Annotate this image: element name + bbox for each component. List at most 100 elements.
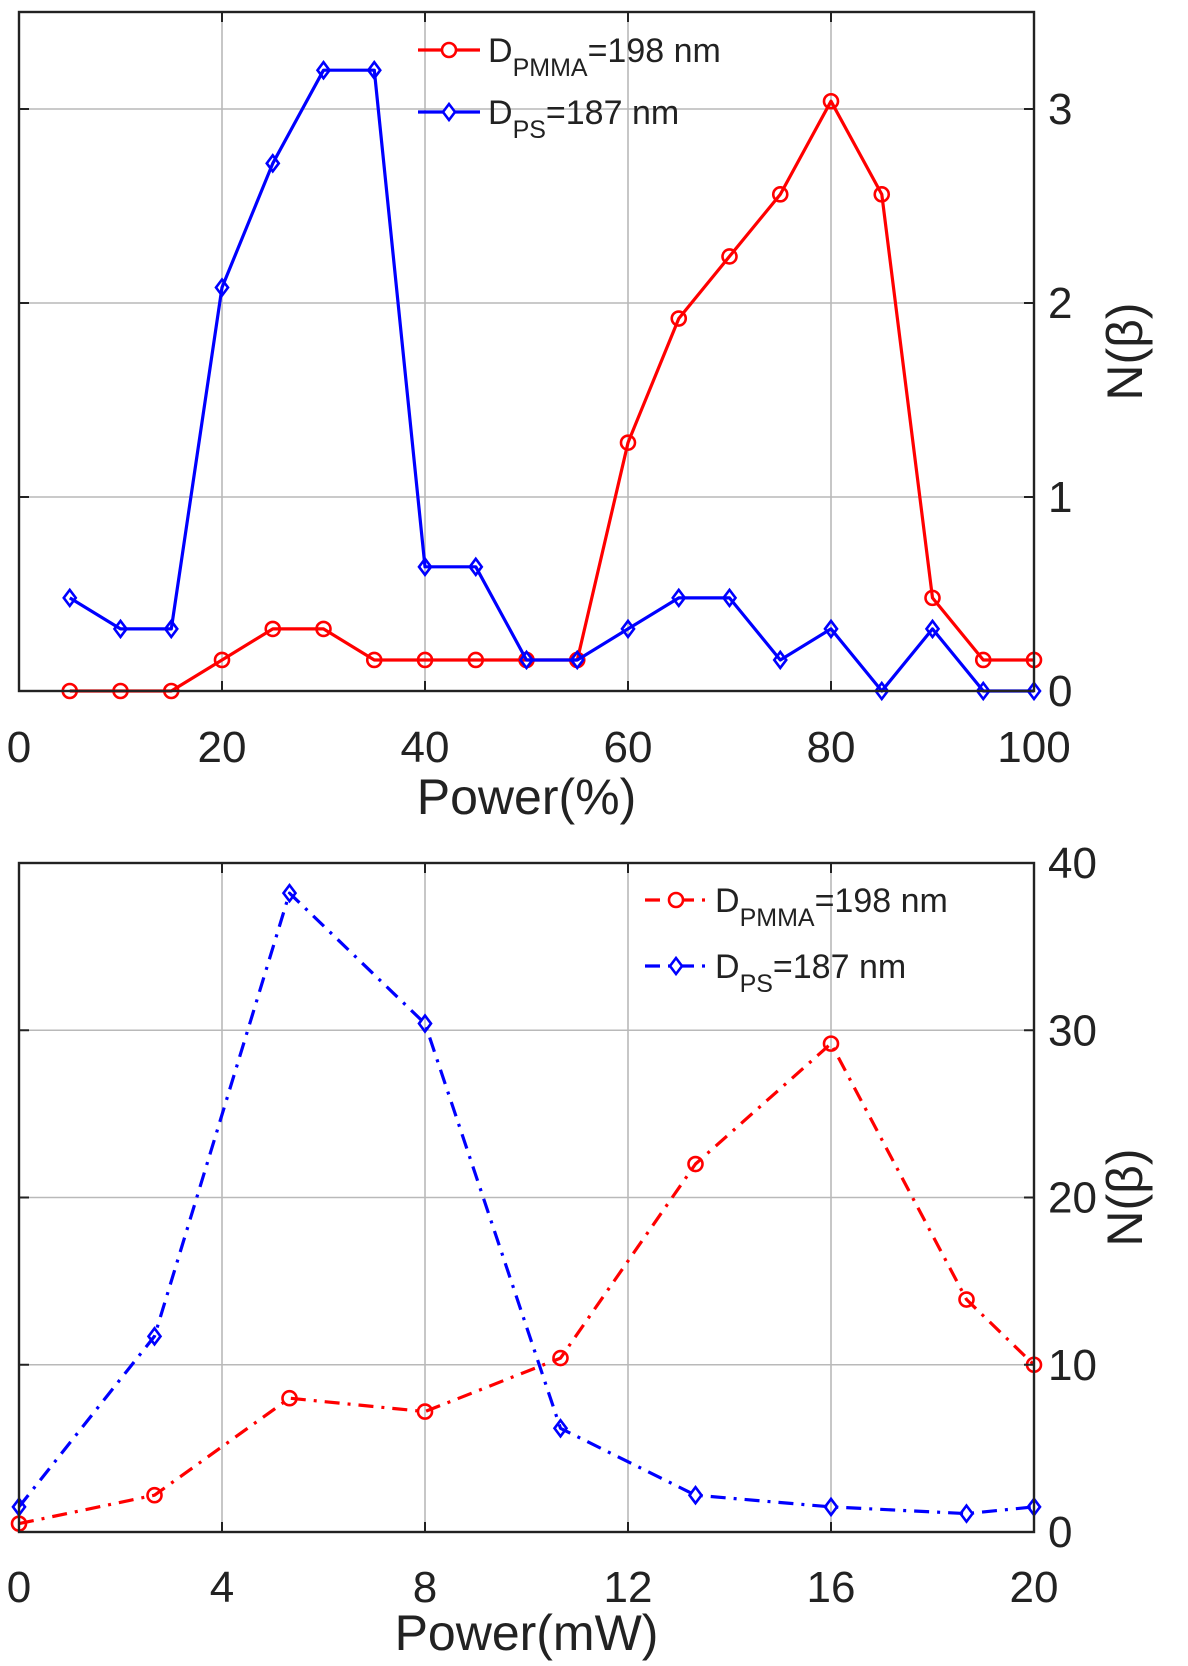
x-tick-label: 0: [7, 1563, 31, 1612]
y-tick-label: 40: [1048, 839, 1097, 888]
data-point-ps: [823, 1496, 839, 1518]
legend-item-pmma: DPMMA=198 nm: [645, 882, 948, 932]
y-tick-label: 1: [1048, 473, 1072, 522]
data-point-ps: [281, 882, 298, 904]
legend-label-ps: DPS=187 nm: [715, 948, 906, 998]
data-point-pmma: [670, 310, 688, 327]
plot-frame: [17, 10, 1036, 693]
data-point-ps: [569, 649, 585, 671]
data-point-ps: [518, 649, 535, 671]
x-tick-label: 100: [997, 723, 1070, 772]
legend-tail: =187 nm: [546, 94, 679, 132]
data-point-ps: [823, 618, 839, 640]
legend-marker-ps: [668, 955, 684, 977]
legend-marker-ps: [441, 101, 457, 123]
data-point-pmma: [619, 434, 637, 451]
y-axis-label: N(β): [1097, 302, 1153, 400]
x-tick-label: 80: [807, 723, 856, 772]
data-point-pmma: [873, 186, 891, 203]
y-tick-label: 10: [1048, 1341, 1097, 1390]
y-tick-label: 0: [1048, 667, 1072, 716]
y-axis-label: N(β): [1097, 1148, 1153, 1246]
legend-item-ps: DPS=187 nm: [645, 948, 906, 998]
legend-main: D: [715, 948, 740, 986]
y-tick-label: 2: [1048, 279, 1072, 328]
data-point-ps: [924, 618, 941, 640]
data-point-ps: [620, 618, 636, 640]
legend-sub: PMMA: [513, 54, 588, 82]
grid: [19, 12, 1034, 691]
legend-label-pmma: DPMMA=198 nm: [488, 32, 721, 82]
data-point-ps: [772, 649, 788, 671]
data-point-pmma: [315, 620, 332, 638]
x-tick-label: 16: [807, 1563, 856, 1612]
data-point-ps: [146, 1326, 163, 1347]
legend-item-ps: DPS=187 nm: [418, 94, 679, 144]
series-ps: [62, 60, 1042, 702]
data-point-ps: [265, 153, 281, 174]
x-tick-label: 40: [401, 723, 450, 772]
data-point-ps: [163, 618, 179, 640]
data-point-ps: [874, 680, 890, 702]
legend-item-pmma: DPMMA=198 nm: [418, 32, 721, 82]
data-point-ps: [958, 1503, 975, 1524]
data-point-ps: [112, 618, 129, 640]
legend-main: D: [715, 882, 740, 920]
legend-label-ps: DPS=187 nm: [488, 94, 679, 144]
data-point-ps: [366, 60, 382, 81]
legend-sub: PMMA: [740, 904, 815, 932]
data-point-pmma: [146, 1486, 163, 1504]
y-tick-label: 30: [1048, 1006, 1097, 1055]
data-point-ps: [671, 587, 687, 609]
y-tick-label: 3: [1048, 85, 1072, 134]
data-point-pmma: [721, 248, 738, 265]
chart-power-mw: 0 4 8 12 16 20 0 10 20 30 40 Power(mW) N(β) DPMMA=198…: [7, 839, 1153, 1661]
data-point-pmma: [264, 620, 282, 638]
legend-tail: =198 nm: [588, 32, 721, 70]
data-point-ps: [468, 556, 484, 578]
data-point-ps: [417, 556, 433, 578]
series-line-ps: [68, 68, 1034, 693]
x-tick-label: 60: [604, 723, 653, 772]
data-point-pmma: [416, 651, 434, 669]
series-line-ps: [17, 891, 1035, 1516]
data-point-ps: [417, 1013, 433, 1034]
x-tick-label: 4: [210, 1563, 234, 1612]
data-point-pmma: [213, 651, 231, 669]
grid: [19, 863, 1034, 1532]
data-point-ps: [687, 1485, 704, 1506]
x-tick-label: 8: [413, 1563, 437, 1612]
data-point-pmma: [974, 651, 992, 669]
data-point-pmma: [416, 1403, 434, 1420]
legend-marker-pmma: [667, 891, 685, 909]
tick-marks: [18, 862, 1035, 1533]
data-point-ps: [315, 60, 332, 81]
legend-tail: =187 nm: [773, 948, 906, 986]
data-point-pmma: [771, 186, 789, 203]
y-tick-label: 20: [1048, 1174, 1097, 1223]
data-point-pmma: [467, 651, 485, 669]
legend-main: D: [488, 94, 513, 132]
legend-sub: PS: [513, 116, 546, 144]
x-axis-label: Power(mW): [395, 1605, 659, 1661]
data-point-pmma: [924, 589, 941, 607]
y-tick-label: 0: [1048, 1508, 1072, 1557]
data-point-ps: [721, 587, 738, 609]
x-axis-label: Power(%): [417, 769, 636, 825]
series-line-pmma: [18, 1041, 1036, 1526]
legend-sub: PS: [740, 970, 773, 998]
x-tick-label: 20: [1010, 1563, 1059, 1612]
legend-main: D: [488, 32, 513, 70]
data-point-pmma: [822, 92, 840, 110]
tick-marks: [18, 12, 1035, 692]
data-point-pmma: [552, 1349, 569, 1367]
data-point-pmma: [687, 1155, 704, 1173]
data-point-pmma: [281, 1389, 298, 1407]
data-point-pmma: [958, 1291, 975, 1308]
legend-tail: =198 nm: [815, 882, 948, 920]
data-point-ps: [1026, 680, 1042, 702]
